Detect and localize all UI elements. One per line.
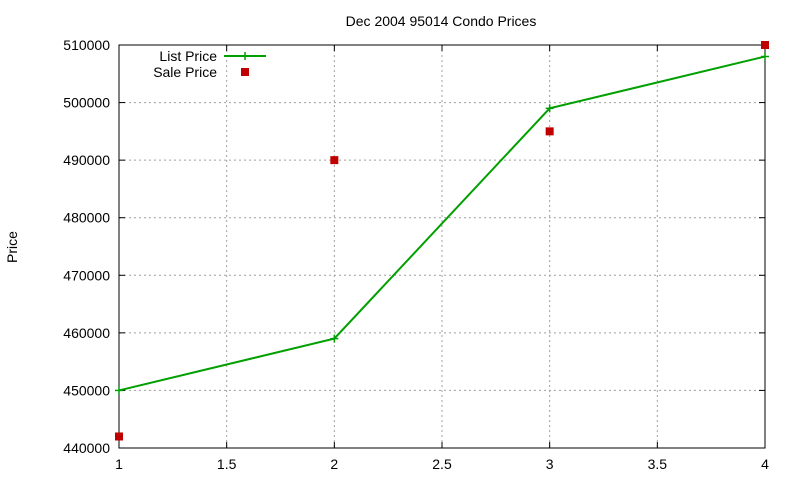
y-tick-label: 440000 — [63, 440, 110, 456]
series — [115, 41, 769, 441]
list-price-point — [761, 52, 769, 61]
x-tick-label: 2 — [330, 456, 338, 472]
x-tick-label: 4 — [761, 456, 769, 472]
grid — [119, 45, 765, 448]
y-tick-label: 470000 — [63, 267, 110, 283]
y-tick-label: 480000 — [63, 210, 110, 226]
y-tick-label: 450000 — [63, 382, 110, 398]
x-tick-label: 3.5 — [648, 456, 668, 472]
y-tick-label: 510000 — [63, 37, 110, 53]
x-tick-label: 2.5 — [432, 456, 452, 472]
x-tick-label: 1 — [115, 456, 123, 472]
chart-title: Dec 2004 95014 Condo Prices — [346, 13, 537, 29]
list-price-point — [545, 104, 554, 113]
axis-ticks: 1 1.5 2 2.5 3 3.5 4 440000 450000 460000 470000 480… — [63, 37, 769, 472]
list-price-line — [118, 55, 766, 392]
list-price-point — [115, 386, 123, 395]
x-tick-label: 3 — [546, 456, 554, 472]
y-tick-label: 490000 — [63, 152, 110, 168]
y-tick-label: 500000 — [63, 95, 110, 111]
sale-price-point — [330, 156, 339, 165]
y-axis-label: Price — [4, 231, 20, 263]
legend-square-swatch — [241, 68, 249, 76]
x-tick-label: 1.5 — [217, 456, 237, 472]
legend-label: Sale Price — [153, 64, 217, 80]
list-price-point — [330, 334, 339, 343]
legend-label: List Price — [159, 48, 217, 64]
legend-cross-swatch — [241, 52, 249, 60]
y-tick-label: 460000 — [63, 325, 110, 341]
sale-price-point — [115, 432, 123, 441]
sale-price-point — [545, 127, 554, 136]
sale-price-point — [761, 41, 769, 49]
